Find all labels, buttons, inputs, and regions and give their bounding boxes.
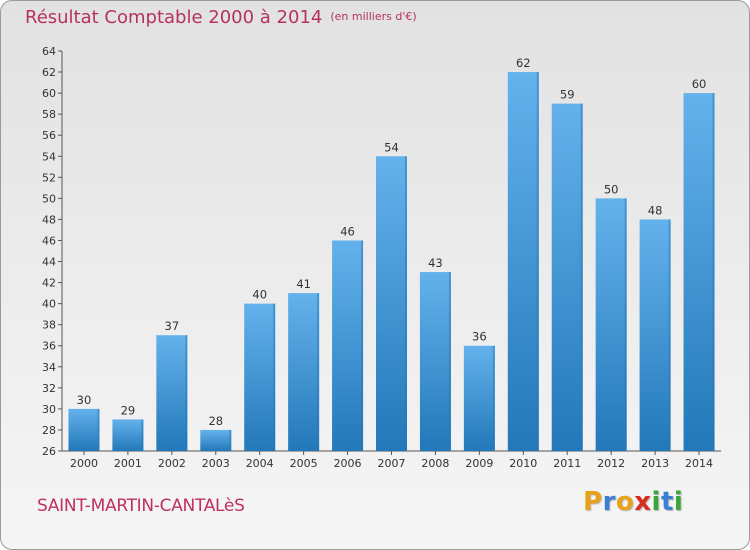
bar — [595, 198, 627, 451]
x-tick-label: 2014 — [685, 457, 713, 470]
logo-letter: P — [583, 487, 603, 517]
data-label: 59 — [560, 88, 575, 102]
y-tick-label: 40 — [42, 298, 56, 311]
y-tick-label: 48 — [42, 213, 56, 226]
bar-edge — [536, 72, 539, 451]
x-tick-label: 2003 — [202, 457, 230, 470]
chart-title: Résultat Comptable 2000 à 2014 (en millie… — [25, 7, 417, 28]
y-tick-label: 60 — [42, 87, 56, 100]
logo-letter: x — [634, 487, 652, 517]
bar-edge — [97, 408, 100, 451]
logo-letter: t — [660, 487, 674, 517]
y-tick-label: 44 — [42, 256, 56, 269]
logo-letter: i — [673, 487, 684, 517]
bar-edge — [712, 93, 715, 452]
x-tick-label: 2002 — [158, 457, 186, 470]
bar — [463, 345, 495, 451]
data-label: 48 — [648, 203, 663, 217]
bar — [68, 408, 100, 451]
y-tick-label: 56 — [42, 129, 56, 142]
bar-edge — [448, 272, 451, 451]
bar-edge — [624, 198, 627, 451]
data-label: 46 — [340, 224, 355, 238]
logo-letter: o — [615, 487, 635, 517]
y-tick-label: 42 — [42, 277, 56, 290]
x-tick-label: 2001 — [114, 457, 142, 470]
bar — [376, 156, 407, 451]
x-tick-label: 2007 — [378, 457, 406, 470]
x-tick-label: 2000 — [70, 457, 98, 470]
x-tick-label: 2006 — [334, 457, 362, 470]
y-tick-label: 36 — [42, 340, 56, 353]
data-label: 60 — [692, 77, 707, 91]
y-tick-label: 26 — [42, 445, 56, 458]
y-tick-label: 32 — [42, 382, 56, 395]
data-label: 40 — [252, 288, 267, 302]
y-tick-label: 34 — [42, 361, 56, 374]
x-tick-label: 2005 — [290, 457, 318, 470]
bar — [112, 419, 144, 451]
bar-edge — [668, 219, 671, 451]
bar-edge — [492, 345, 495, 451]
bar-edge — [405, 156, 407, 451]
bar — [200, 429, 232, 451]
bar-edge — [229, 429, 232, 451]
bar — [156, 335, 188, 451]
y-tick-label: 54 — [42, 150, 56, 163]
bar-edge — [141, 419, 144, 451]
bar — [332, 240, 364, 451]
bar — [288, 293, 320, 451]
bar — [419, 272, 451, 451]
y-tick-label: 46 — [42, 234, 56, 247]
x-tick-label: 2004 — [246, 457, 274, 470]
bar — [639, 219, 671, 451]
title-text: Résultat Comptable 2000 à 2014 — [25, 7, 323, 28]
data-label: 62 — [516, 56, 531, 70]
bar-edge — [580, 103, 583, 451]
y-tick-label: 52 — [42, 171, 56, 184]
y-tick-label: 28 — [42, 424, 56, 437]
commune-name: SAINT-MARTIN-CANTALèS — [37, 496, 245, 516]
logo-letter: r — [602, 487, 616, 517]
x-tick-label: 2008 — [421, 457, 449, 470]
data-label: 30 — [77, 393, 92, 407]
subtitle-text: (en milliers d'€) — [330, 10, 417, 23]
bar-edge — [317, 293, 320, 451]
bar-edge — [273, 303, 276, 451]
bar — [507, 72, 539, 451]
data-label: 37 — [165, 319, 180, 333]
data-label: 36 — [472, 330, 487, 344]
y-tick-label: 64 — [42, 45, 56, 58]
x-tick-label: 2010 — [509, 457, 537, 470]
y-tick-label: 62 — [42, 66, 56, 79]
proxiti-logo: Proxiti — [583, 487, 683, 517]
data-label: 41 — [296, 277, 311, 291]
data-label: 29 — [121, 403, 136, 417]
y-tick-label: 38 — [42, 319, 56, 332]
bar-edge — [361, 240, 364, 451]
data-label: 28 — [208, 414, 223, 428]
y-tick-label: 30 — [42, 403, 56, 416]
data-label: 43 — [428, 256, 443, 270]
bar — [551, 103, 583, 451]
data-label: 54 — [384, 140, 399, 154]
y-tick-label: 50 — [42, 192, 56, 205]
y-tick-label: 58 — [42, 108, 56, 121]
x-tick-label: 2009 — [465, 457, 493, 470]
x-tick-label: 2012 — [597, 457, 625, 470]
x-tick-label: 2013 — [641, 457, 669, 470]
bar-edge — [185, 335, 188, 451]
logo-letter: i — [651, 487, 661, 517]
x-tick-label: 2011 — [553, 457, 581, 470]
data-label: 50 — [604, 182, 619, 196]
bar — [683, 93, 715, 452]
bar — [244, 303, 276, 451]
